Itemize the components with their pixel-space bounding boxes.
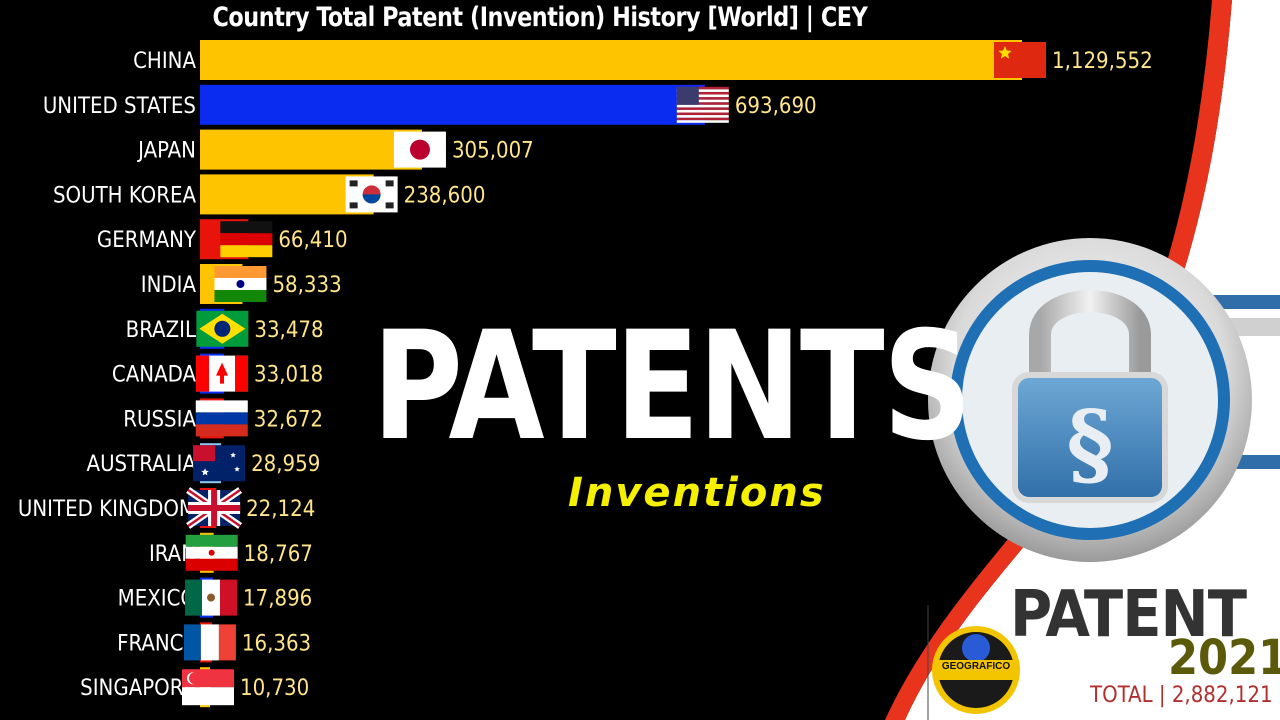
south-korea-flag-icon: [345, 176, 398, 213]
category-label: CANADA: [112, 363, 197, 388]
india-flag-icon: [214, 266, 267, 302]
value-label: 693,690: [735, 94, 817, 119]
category-label: RUSSIA: [123, 407, 196, 432]
value-label: 1,129,552: [1052, 49, 1153, 74]
year-label: 2021: [1168, 630, 1280, 686]
logo-text: GEOGRAFICO: [941, 661, 1011, 672]
value-label: 10,730: [240, 676, 309, 701]
headline: PATENTS: [372, 300, 972, 474]
category-label: FRANCE: [117, 631, 196, 656]
chart-title: Country Total Patent (Invention) History…: [212, 2, 868, 33]
value-label: 18,767: [244, 542, 313, 567]
value-label: 305,007: [452, 139, 534, 164]
singapore-flag-icon: [182, 669, 234, 706]
value-label: 66,410: [278, 228, 347, 253]
mexico-flag-icon: [185, 579, 238, 616]
padlock-icon: §: [1012, 290, 1168, 503]
bar-south-korea: [200, 174, 374, 215]
category-label: UNITED STATES: [43, 94, 196, 119]
brazil-flag-icon: [196, 310, 249, 347]
value-label: 28,959: [251, 452, 320, 477]
category-label: SOUTH KOREA: [53, 183, 196, 208]
subheadline: Inventions: [568, 470, 826, 516]
japan-flag-icon: [393, 131, 446, 168]
canada-flag-icon: [196, 355, 249, 392]
category-label: SINGAPORE: [80, 676, 196, 701]
value-label: 33,018: [254, 363, 323, 388]
value-label: 238,600: [404, 183, 486, 208]
value-label: 33,478: [254, 318, 323, 343]
bar-china: [200, 40, 1022, 80]
white-panel: [905, 0, 1280, 720]
category-label: BRAZIL: [126, 318, 196, 343]
patent-label: PATENT: [1010, 578, 1247, 652]
value-label: 22,124: [246, 497, 315, 522]
australia-flag-icon: [193, 445, 246, 482]
category-label: CHINA: [133, 49, 196, 74]
uk-flag-icon: [186, 487, 243, 529]
svg-text:§: §: [1066, 391, 1113, 497]
category-label: AUSTRALIA: [87, 452, 197, 477]
value-label: 32,672: [254, 407, 323, 432]
total-label: TOTAL | 2,882,121: [1090, 683, 1273, 708]
category-label: INDIA: [141, 273, 197, 298]
russia-flag-icon: [195, 400, 248, 437]
bar-united-states: [200, 84, 705, 125]
bar-japan: [200, 129, 422, 170]
value-label: 58,333: [272, 273, 341, 298]
usa-flag-icon: [676, 86, 729, 123]
value-label: 16,363: [242, 631, 311, 656]
germany-flag-icon: [220, 221, 273, 258]
category-label: JAPAN: [136, 139, 196, 164]
geografico-logo: [932, 626, 1020, 714]
france-flag-icon: [183, 624, 236, 661]
iran-flag-icon: [185, 534, 238, 571]
category-label: MEXICO: [118, 587, 196, 612]
category-label: UNITED KINGDOM: [18, 497, 196, 522]
value-label: 17,896: [243, 587, 312, 612]
china-flag-icon: [994, 42, 1046, 78]
category-label: GERMANY: [97, 228, 197, 253]
